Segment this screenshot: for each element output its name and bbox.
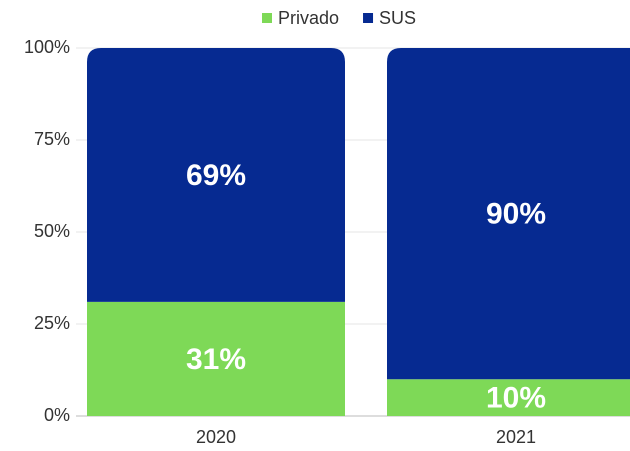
y-tick-label: 0% [44,405,70,425]
value-label: 31% [186,343,246,376]
value-label: 90% [486,198,546,231]
legend-label: Privado [278,8,339,28]
legend-swatch [262,13,272,23]
y-tick-label: 50% [34,221,70,241]
x-tick-label: 2021 [496,427,536,447]
y-tick-label: 75% [34,129,70,149]
y-tick-label: 100% [24,37,70,57]
bar-segment [387,48,630,380]
bar-segment [87,48,345,302]
bar-segment [87,301,345,416]
value-label: 10% [486,382,546,415]
legend-label: SUS [379,8,416,28]
value-label: 69% [186,159,246,192]
y-tick-label: 25% [34,313,70,333]
legend-swatch [363,13,374,23]
x-tick-label: 2020 [196,427,236,447]
bar-segment [387,379,630,416]
